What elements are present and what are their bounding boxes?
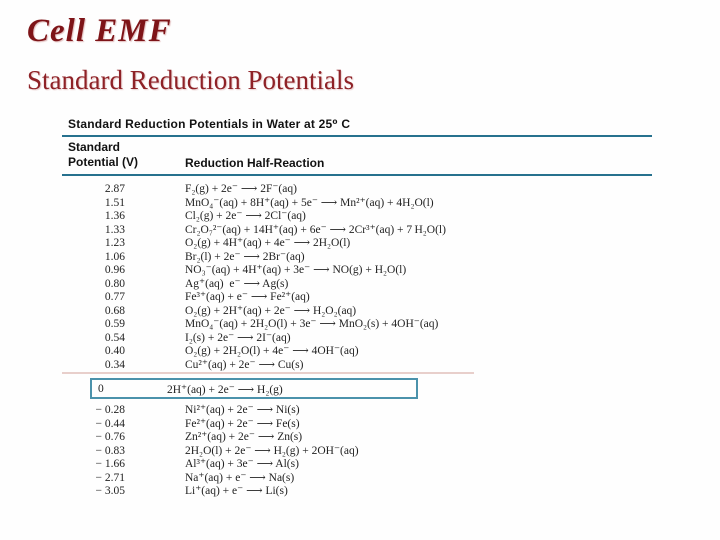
table-row: − 0.76 Zn²⁺(aq) + 2e⁻ ⟶ Zn(s) — [62, 431, 652, 445]
reduction-potentials-table: Standard Reduction Potentials in Water a… — [62, 117, 652, 499]
potential-value: − 0.83 — [95, 444, 126, 457]
half-reaction: Ag⁺(aq) e⁻ ⟶ Ag(s) — [185, 277, 289, 290]
table-row: 0.77 Fe³⁺(aq) + e⁻ ⟶ Fe²⁺(aq) — [62, 291, 652, 305]
potential-value: − 1.66 — [95, 458, 126, 470]
potential-value: 0.96 — [104, 264, 125, 276]
table-row: 1.06 Br₂(l) + 2e⁻ ⟶ 2Br⁻(aq) — [62, 251, 652, 265]
slide-subtitle: Standard Reduction Potentials — [27, 65, 354, 95]
slide-title: Cell EMF — [27, 13, 172, 49]
potential-value: 0 — [98, 382, 104, 395]
table-row: 1.23 O₂(g) + 4H⁺(aq) + 4e⁻ ⟶ 2H₂O(l) — [62, 237, 652, 251]
table-row: 0.59 MnO₄⁻(aq) + 2H₂O(l) + 3e⁻ ⟶ MnO₂(s)… — [62, 318, 652, 332]
hydrogen-reference-box: 0 2H⁺(aq) + 2e⁻ ⟶ H₂(g) — [90, 378, 418, 399]
potential-value: − 0.44 — [95, 417, 126, 430]
potential-value: 0.80 — [104, 277, 125, 290]
table-row: 0.54 I₂(s) + 2e⁻ ⟶ 2I⁻(aq) — [62, 332, 652, 346]
half-reaction: MnO₄⁻(aq) + 2H₂O(l) + 3e⁻ ⟶ MnO₂(s) + 4O… — [185, 318, 439, 330]
half-reaction: 2H⁺(aq) + 2e⁻ ⟶ H₂(g) — [167, 383, 283, 396]
table-row: − 3.05 Li⁺(aq) + e⁻ ⟶ Li(s) — [62, 485, 652, 499]
half-reaction: Cu²⁺(aq) + 2e⁻ ⟶ Cu(s) — [185, 358, 304, 371]
table-row: 0.68 O₂(g) + 2H⁺(aq) + 2e⁻ ⟶ H₂O₂(aq) — [62, 305, 652, 319]
column-header-standard: Standard — [68, 140, 121, 154]
half-reaction: 2H₂O(l) + 2e⁻ ⟶ H₂(g) + 2OH⁻(aq) — [185, 444, 359, 457]
column-header-standard-potential: Standard Potential (V) — [68, 140, 138, 170]
column-header-potential-v: Potential (V) — [68, 155, 139, 169]
potential-value: 0.68 — [104, 304, 125, 317]
potential-value: 0.59 — [104, 318, 125, 330]
potential-value: 1.33 — [104, 223, 125, 236]
table-row: 1.51 MnO₄⁻(aq) + 8H⁺(aq) + 5e⁻ ⟶ Mn²⁺(aq… — [62, 197, 652, 211]
potential-value: − 3.05 — [95, 485, 126, 497]
half-reaction: Ni²⁺(aq) + 2e⁻ ⟶ Ni(s) — [185, 404, 300, 416]
half-reaction: F₂(g) + 2e⁻ ⟶ 2F⁻(aq) — [185, 183, 297, 195]
half-reaction: Fe³⁺(aq) + e⁻ ⟶ Fe²⁺(aq) — [185, 291, 310, 303]
half-reaction: Cl₂(g) + 2e⁻ ⟶ 2Cl⁻(aq) — [185, 210, 306, 222]
table-row: − 2.71 Na⁺(aq) + e⁻ ⟶ Na(s) — [62, 472, 652, 486]
potential-value: 1.36 — [104, 210, 125, 222]
table-row: 2.87 F₂(g) + 2e⁻ ⟶ 2F⁻(aq) — [62, 183, 652, 197]
table-row: − 0.44 Fe²⁺(aq) + 2e⁻ ⟶ Fe(s) — [62, 418, 652, 432]
table-row: 1.36 Cl₂(g) + 2e⁻ ⟶ 2Cl⁻(aq) — [62, 210, 652, 224]
half-reaction: NO₃⁻(aq) + 4H⁺(aq) + 3e⁻ ⟶ NO(g) + H₂O(l… — [185, 264, 407, 276]
potential-value: 0.40 — [104, 345, 125, 357]
half-reaction: MnO₄⁻(aq) + 8H⁺(aq) + 5e⁻ ⟶ Mn²⁺(aq) + 4… — [185, 196, 434, 209]
half-reaction: O₂(g) + 2H₂O(l) + 4e⁻ ⟶ 4OH⁻(aq) — [185, 345, 359, 357]
half-reaction: Fe²⁺(aq) + 2e⁻ ⟶ Fe(s) — [185, 417, 300, 430]
table-row: 0.34 Cu²⁺(aq) + 2e⁻ ⟶ Cu(s) — [62, 359, 652, 373]
half-reaction: O₂(g) + 2H⁺(aq) + 2e⁻ ⟶ H₂O₂(aq) — [185, 304, 357, 317]
table-row: 0.80 Ag⁺(aq) e⁻ ⟶ Ag(s) — [62, 278, 652, 292]
table-top-rule — [62, 135, 652, 137]
potential-value: − 2.71 — [95, 471, 126, 484]
table-row: 0.40 O₂(g) + 2H₂O(l) + 4e⁻ ⟶ 4OH⁻(aq) — [62, 345, 652, 359]
half-reaction: Li⁺(aq) + e⁻ ⟶ Li(s) — [185, 485, 288, 497]
table-row: 0.96 NO₃⁻(aq) + 4H⁺(aq) + 3e⁻ ⟶ NO(g) + … — [62, 264, 652, 278]
table-row: − 1.66 Al³⁺(aq) + 3e⁻ ⟶ Al(s) — [62, 458, 652, 472]
half-reaction: Na⁺(aq) + e⁻ ⟶ Na(s) — [185, 471, 295, 484]
table-row: 1.33 Cr₂O₇²⁻(aq) + 14H⁺(aq) + 6e⁻ ⟶ 2Cr³… — [62, 224, 652, 238]
potential-value: 0.77 — [104, 291, 125, 303]
potential-value: 2.87 — [104, 183, 125, 195]
negative-rows: − 0.28 Ni²⁺(aq) + 2e⁻ ⟶ Ni(s) − 0.44 Fe²… — [62, 404, 652, 499]
half-reaction: O₂(g) + 4H⁺(aq) + 4e⁻ ⟶ 2H₂O(l) — [185, 237, 351, 249]
table-header-row: Standard Potential (V) Reduction Half-Re… — [62, 137, 652, 174]
table-title: Standard Reduction Potentials in Water a… — [68, 117, 351, 131]
potential-value: 1.23 — [104, 237, 125, 249]
potential-value: − 0.76 — [95, 431, 126, 443]
column-header-half-reaction: Reduction Half-Reaction — [185, 156, 325, 170]
table-row: − 0.83 2H₂O(l) + 2e⁻ ⟶ H₂(g) + 2OH⁻(aq) — [62, 445, 652, 459]
positive-rows: 2.87 F₂(g) + 2e⁻ ⟶ 2F⁻(aq) 1.51 MnO₄⁻(aq… — [62, 183, 652, 372]
half-reaction: Cr₂O₇²⁻(aq) + 14H⁺(aq) + 6e⁻ ⟶ 2Cr³⁺(aq)… — [185, 223, 446, 236]
half-reaction: Al³⁺(aq) + 3e⁻ ⟶ Al(s) — [185, 458, 299, 470]
section-divider — [62, 372, 474, 374]
potential-value: 0.54 — [104, 331, 125, 344]
potential-value: 1.06 — [104, 250, 125, 263]
half-reaction: Br₂(l) + 2e⁻ ⟶ 2Br⁻(aq) — [185, 250, 305, 263]
potential-value: − 0.28 — [95, 404, 126, 416]
half-reaction: I₂(s) + 2e⁻ ⟶ 2I⁻(aq) — [185, 331, 291, 344]
potential-value: 0.34 — [104, 358, 125, 371]
table-row: − 0.28 Ni²⁺(aq) + 2e⁻ ⟶ Ni(s) — [62, 404, 652, 418]
table-header-rule — [62, 174, 652, 176]
potential-value: 1.51 — [104, 196, 125, 209]
half-reaction: Zn²⁺(aq) + 2e⁻ ⟶ Zn(s) — [185, 431, 303, 443]
